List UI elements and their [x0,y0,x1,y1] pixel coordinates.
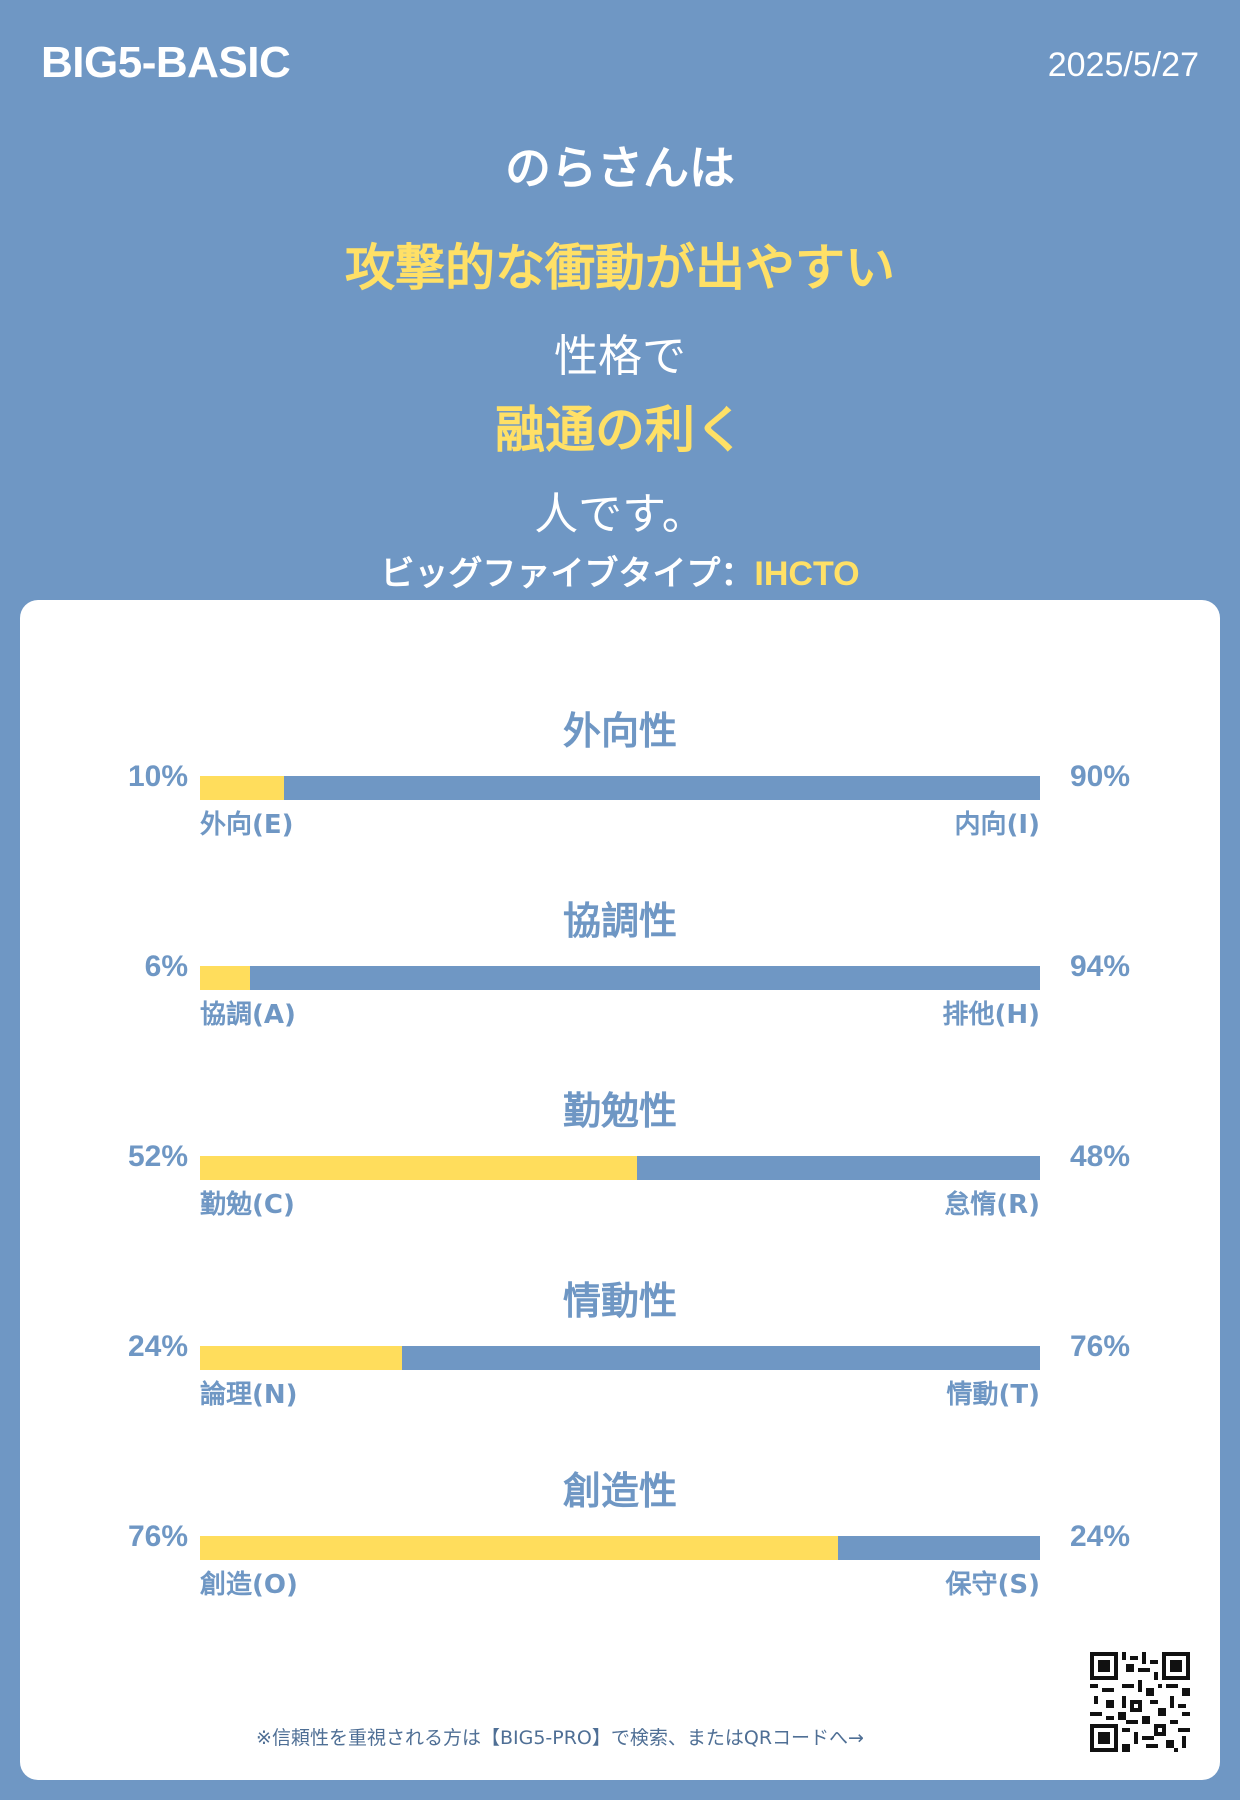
right-pole-label: 保守(S) [945,1570,1041,1600]
left-pole-label: 創造(O) [200,1570,298,1600]
trait-title: 創造性 [562,1469,677,1513]
trait-agreeableness: 協調性 6% 94% 協調(A) 排他(H) [20,890,1220,1040]
left-percent: 24% [127,1330,188,1363]
trait-emotionality: 情動性 24% 76% 論理(N) 情動(T) [20,1270,1220,1420]
headline-ending: 人です。 [534,489,706,540]
right-pole-label: 怠惰(R) [944,1190,1040,1220]
right-percent: 90% [1070,760,1131,793]
score-bar-fill [200,1156,637,1180]
left-pole-label: 勤勉(C) [200,1190,295,1220]
date-label: 2025/5/27 [1047,46,1199,84]
trait-title: 情動性 [562,1279,677,1323]
qr-code-icon[interactable] [1090,1652,1190,1752]
score-bar [200,776,1040,800]
headline-trait-1: 攻撃的な衝動が出やすい [345,239,895,297]
right-percent: 48% [1070,1140,1131,1173]
trait-title: 勤勉性 [562,1089,677,1133]
big5-type-line: ビッグファイブタイプ：IHCTO [0,546,1240,595]
score-bar [200,1156,1040,1180]
score-bar [200,1346,1040,1370]
trait-title: 外向性 [562,709,677,753]
right-percent: 24% [1070,1520,1131,1553]
headline-trait-2: 融通の利く [495,401,745,459]
footer-note: ※信頼性を重視される方は【BIG5-PRO】で検索、またはQRコードへ→ [256,1727,864,1749]
type-code: IHCTO [754,555,860,593]
trait-conscientiousness: 勤勉性 52% 48% 勤勉(C) 怠惰(R) [20,1080,1220,1230]
headline-connector: 性格で [554,331,686,382]
left-percent: 10% [127,760,188,793]
left-pole-label: 協調(A) [200,1000,296,1030]
trait-creativity: 創造性 76% 24% 創造(O) 保守(S) [20,1460,1220,1610]
trait-title: 協調性 [562,899,677,943]
score-bar-fill [200,1536,839,1560]
score-bar-fill [200,1346,402,1370]
score-bar-fill [200,776,284,800]
right-pole-label: 内向(I) [954,810,1040,840]
left-percent: 52% [127,1140,188,1173]
headline-name: のらさんは [505,141,735,195]
right-percent: 94% [1070,950,1131,983]
brand-title: BIG5-BASIC [41,38,291,87]
score-bar-fill [200,966,251,990]
score-bar [200,1536,1040,1560]
right-percent: 76% [1070,1330,1131,1363]
left-percent: 6% [144,950,188,983]
trait-extraversion: 外向性 10% 90% 外向(E) 内向(I) [20,700,1220,850]
type-label: ビッグファイブタイプ： [380,554,755,594]
left-pole-label: 論理(N) [200,1380,298,1410]
right-pole-label: 排他(H) [942,1000,1040,1030]
result-card: 外向性 10% 90% 外向(E) 内向(I) 協調性 6% 94% 協調(A)… [20,600,1220,1780]
right-pole-label: 情動(T) [946,1380,1040,1410]
score-bar [200,966,1040,990]
left-percent: 76% [127,1520,188,1553]
left-pole-label: 外向(E) [200,810,294,840]
